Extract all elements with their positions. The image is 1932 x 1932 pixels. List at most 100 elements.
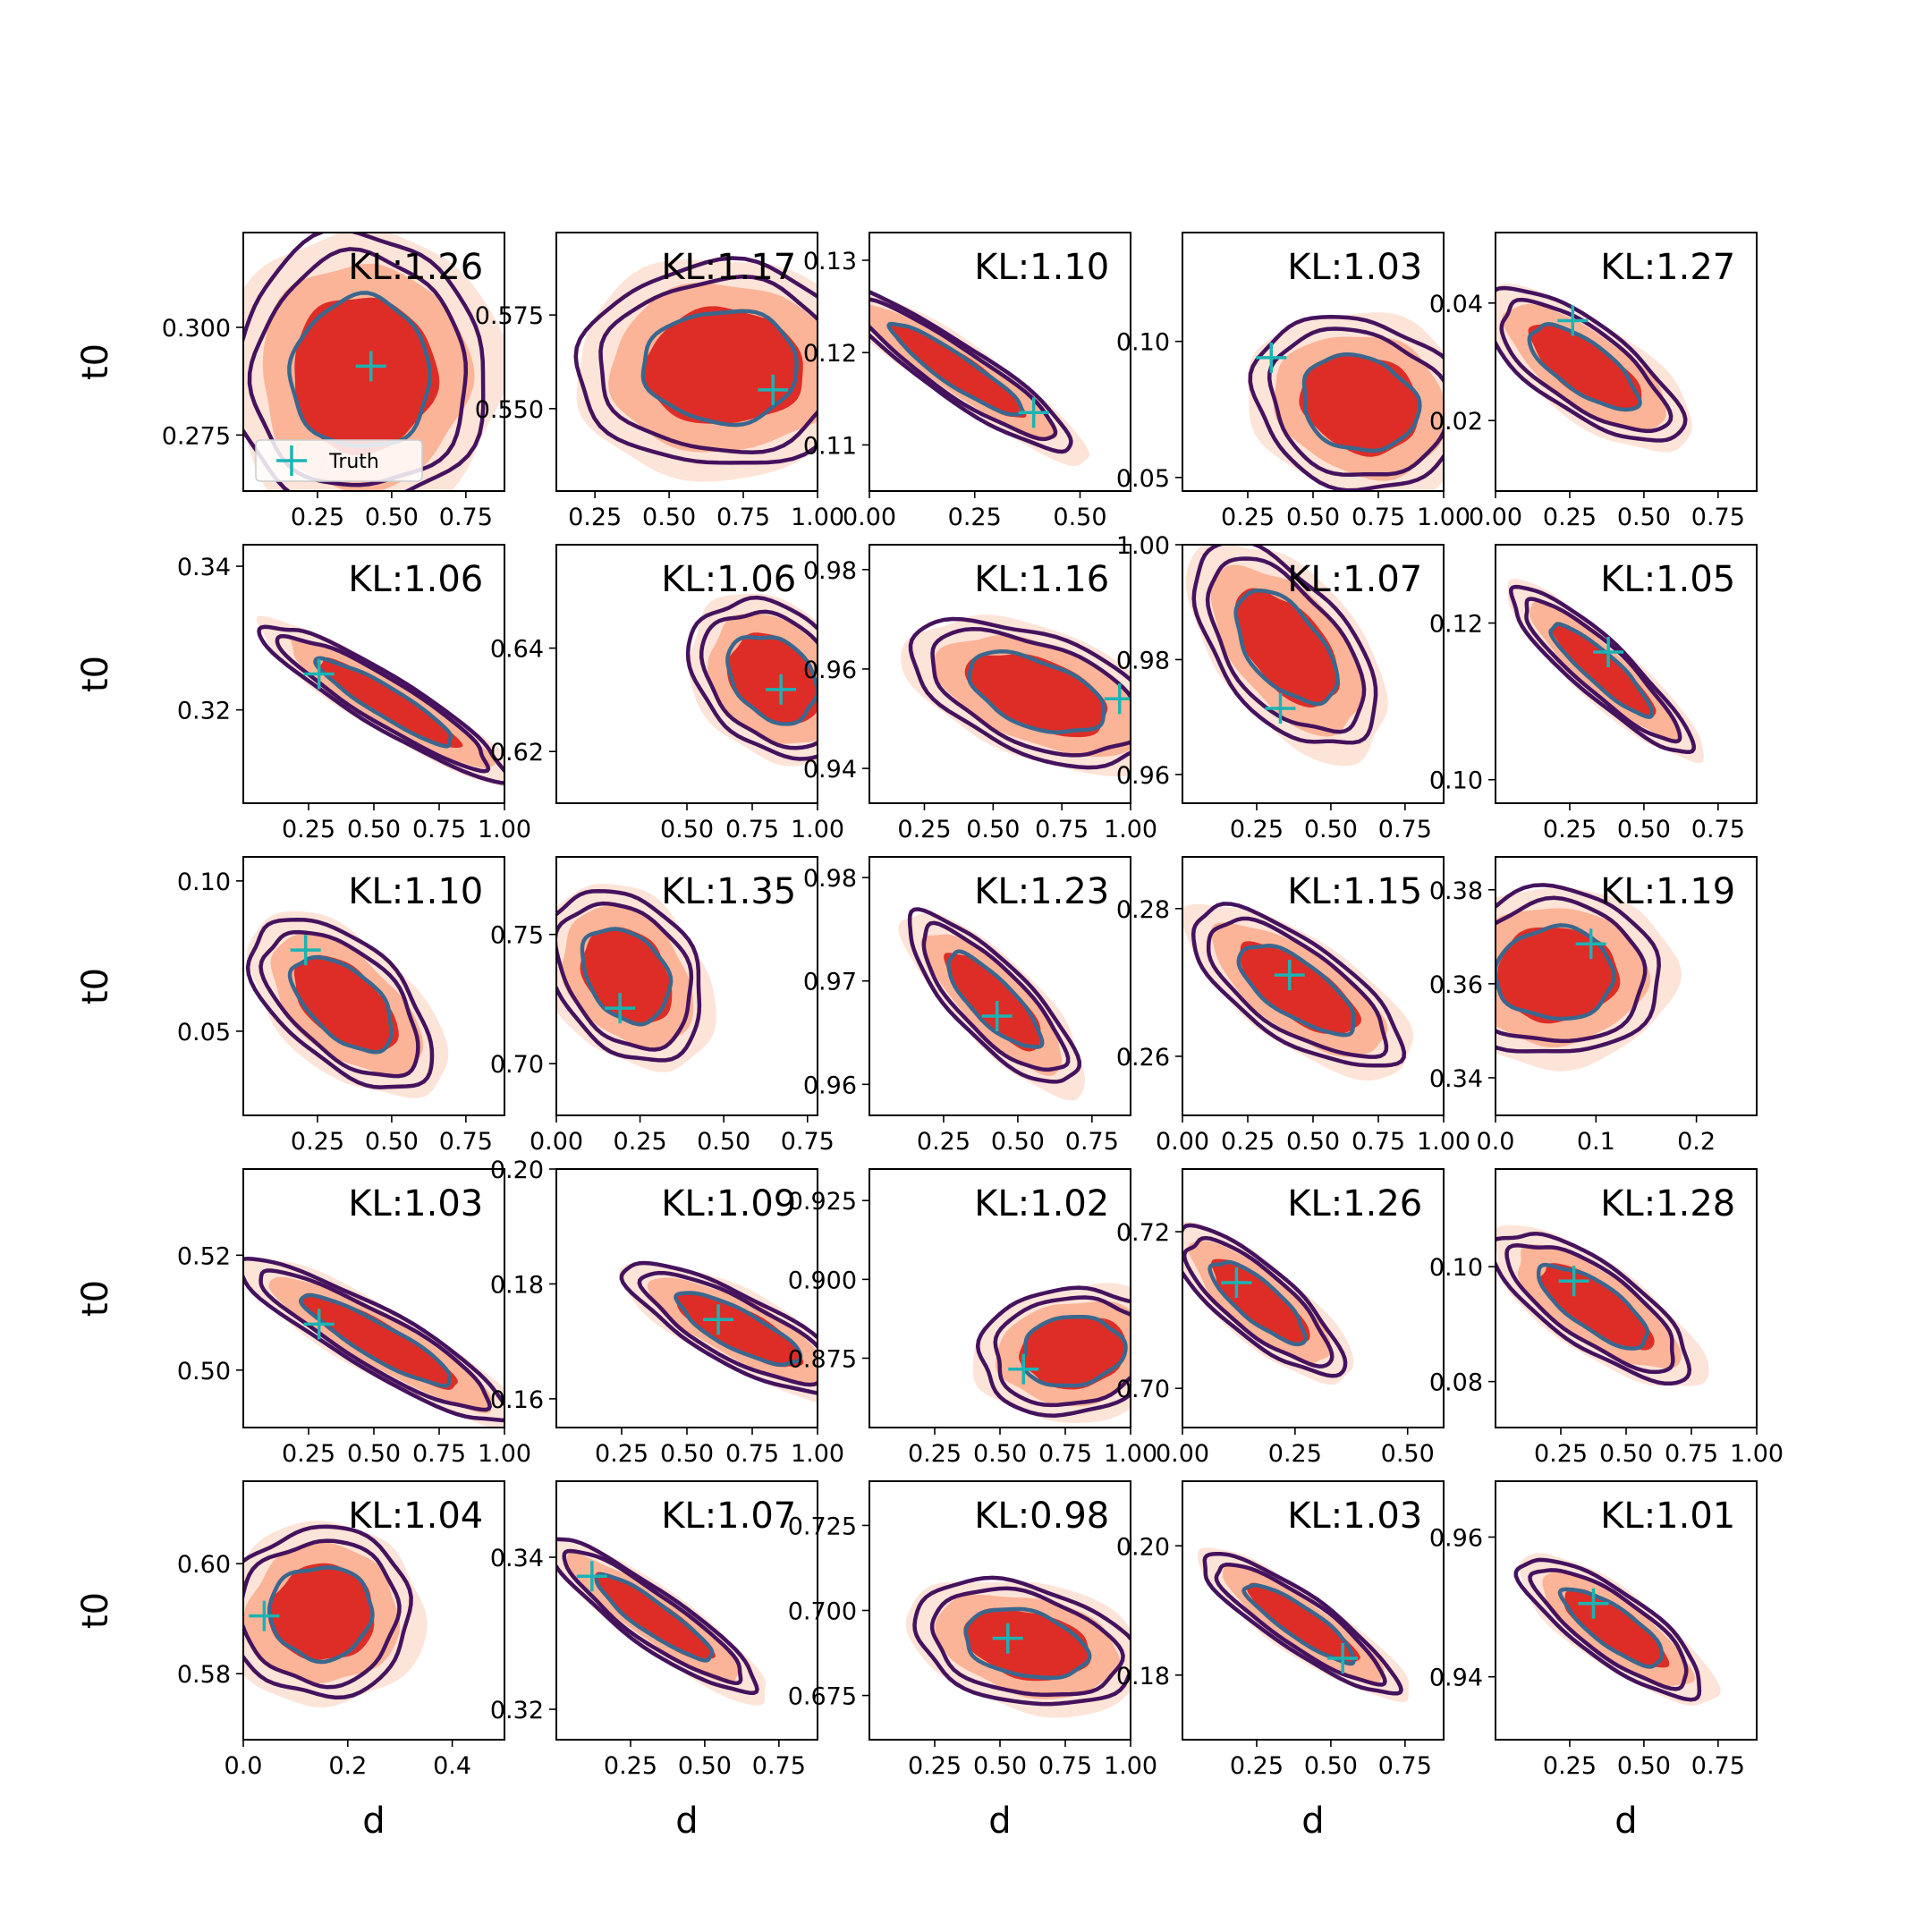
x-tick-label: 0.50 <box>642 504 696 531</box>
x-tick-label: 0.25 <box>1543 1752 1597 1780</box>
contour-line-second <box>1499 297 1674 434</box>
y-tick-label: 0.38 <box>1429 877 1483 905</box>
subplot-1: 0.25 0.50 0.75 0.275 0.300 KL:1.26 t0 Truth <box>75 232 505 531</box>
truth-marker <box>1575 928 1606 960</box>
contour-line-inner <box>1241 1583 1356 1666</box>
contour-area <box>869 290 1090 467</box>
contour-line-outer <box>1513 1557 1702 1702</box>
x-tick-label: 0.0 <box>225 1752 263 1780</box>
kl-divergence-label: KL:1.03 <box>1287 1496 1422 1537</box>
kl-divergence-label: KL:1.27 <box>1600 247 1735 288</box>
y-tick-label: 0.675 <box>788 1683 857 1711</box>
kl-divergence-label: KL:1.23 <box>974 871 1109 912</box>
y-tick-label: 0.10 <box>1116 329 1170 357</box>
x-tick-label: 0.00 <box>1156 1128 1209 1156</box>
axes-frame <box>1495 1480 1758 1741</box>
contour-area <box>1197 1547 1409 1703</box>
contour-line-outer <box>685 595 818 761</box>
x-tick-label: 0.75 <box>1038 1752 1092 1780</box>
x-tick-label: 0.75 <box>1691 504 1745 531</box>
y-tick-label: 0.34 <box>1429 1065 1483 1093</box>
contour-line-second <box>258 929 420 1079</box>
contour-area <box>1185 545 1388 767</box>
y-tick-label: 0.18 <box>1116 1663 1170 1690</box>
axes-frame <box>1495 232 1758 492</box>
contour-line-second <box>1182 1235 1335 1368</box>
contour-line-second <box>275 633 491 774</box>
contour-line-second <box>993 1295 1131 1408</box>
contour-line-second <box>637 1270 818 1387</box>
x-tick-label: 1.00 <box>1104 1440 1157 1468</box>
x-tick-label: 0.75 <box>412 816 466 843</box>
x-tick-label: 0.75 <box>1352 504 1405 531</box>
contour-line-outer <box>257 624 504 785</box>
contour-line-inner <box>1236 944 1356 1038</box>
contour-line-second <box>930 626 1131 758</box>
x-tick-label: 0.75 <box>1691 816 1745 843</box>
truth-marker <box>355 351 386 382</box>
contour-line-inner <box>1496 923 1616 1021</box>
contour-line-outer <box>1496 285 1688 443</box>
density-fill-inner <box>293 954 399 1055</box>
density-fill-inner <box>641 306 803 424</box>
x-tick-label: 0.25 <box>282 1440 335 1468</box>
subplot-18: 0.25 0.50 0.75 1.00 0.875 0.900 0.925 KL:1.02 <box>788 1168 1157 1468</box>
y-axis-label: t0 <box>75 1592 116 1629</box>
y-tick-label: 0.11 <box>803 432 857 460</box>
truth-marker <box>303 1309 335 1340</box>
subplot-17: 0.25 0.50 0.75 1.00 0.16 0.18 0.20 KL:1.09 <box>490 1157 844 1468</box>
truth-marker <box>1593 636 1624 667</box>
density-fill-inner <box>1528 323 1642 411</box>
x-tick-label: 0.75 <box>1035 816 1089 843</box>
subplot-21: 0.0 0.2 0.4 0.58 0.60 KL:1.04 t0 d <box>75 1480 505 1842</box>
y-tick-label: 0.875 <box>788 1345 857 1373</box>
y-tick-label: 0.32 <box>177 698 231 725</box>
kl-divergence-label: KL:1.35 <box>661 871 796 912</box>
contour-area <box>898 907 1085 1101</box>
x-tick-label: 0.25 <box>568 504 622 531</box>
x-tick-label: 1.00 <box>1104 1752 1157 1780</box>
contour-line-outer <box>1191 545 1378 745</box>
contour-area <box>1182 1221 1354 1385</box>
x-tick-label: 0.25 <box>917 1128 970 1156</box>
subplot-20: 0.25 0.50 0.75 1.00 0.08 0.10 KL:1.28 <box>1429 1168 1784 1468</box>
contour-line-second <box>1528 1568 1689 1691</box>
contour-line-second <box>258 1268 492 1412</box>
truth-marker <box>290 935 321 966</box>
contour-line-second <box>562 1548 743 1686</box>
contour-line-outer <box>245 918 435 1089</box>
y-tick-label: 0.70 <box>490 1051 544 1079</box>
kl-divergence-label: KL:1.05 <box>1600 559 1735 600</box>
contour-area <box>243 1256 504 1428</box>
kl-divergence-label: KL:1.28 <box>1600 1183 1735 1224</box>
y-tick-label: 0.20 <box>1116 1533 1170 1561</box>
contour-area <box>245 911 449 1098</box>
contour-area <box>1248 312 1444 491</box>
y-tick-label: 0.34 <box>490 1545 544 1572</box>
truth-marker <box>249 1600 280 1631</box>
y-tick-label: 0.98 <box>803 557 857 585</box>
density-fill-inner <box>580 927 673 1026</box>
x-tick-label: 0.50 <box>1617 1752 1671 1780</box>
truth-marker <box>703 1304 734 1335</box>
contour-line-inner <box>267 1565 375 1665</box>
contour-line-second <box>929 1586 1125 1697</box>
axes-frame <box>555 856 818 1116</box>
axes-frame <box>1495 544 1758 804</box>
y-tick-label: 0.28 <box>1116 896 1170 924</box>
subplot-7: 0.50 0.75 1.00 0.62 0.64 KL:1.06 <box>490 544 844 843</box>
kl-divergence-label: KL:1.10 <box>974 247 1109 288</box>
kl-divergence-label: KL:0.98 <box>974 1496 1109 1537</box>
y-tick-label: 0.05 <box>1116 465 1170 493</box>
y-tick-label: 1.00 <box>1116 532 1170 560</box>
subplot-3: 0.00 0.25 0.50 0.11 0.12 0.13 KL:1.10 <box>803 232 1131 531</box>
x-tick-label: 1.00 <box>791 1440 844 1468</box>
y-tick-label: 0.13 <box>803 248 857 275</box>
density-fill-inner <box>320 657 463 749</box>
x-tick-label: 0.50 <box>1304 1752 1358 1780</box>
x-tick-label: 0.25 <box>291 1128 344 1156</box>
density-fill-inner <box>1247 1582 1360 1665</box>
x-tick-label: 1.00 <box>478 816 531 843</box>
x-tick-label: 0.25 <box>897 816 951 843</box>
x-tick-label: 0.2 <box>1677 1128 1716 1156</box>
